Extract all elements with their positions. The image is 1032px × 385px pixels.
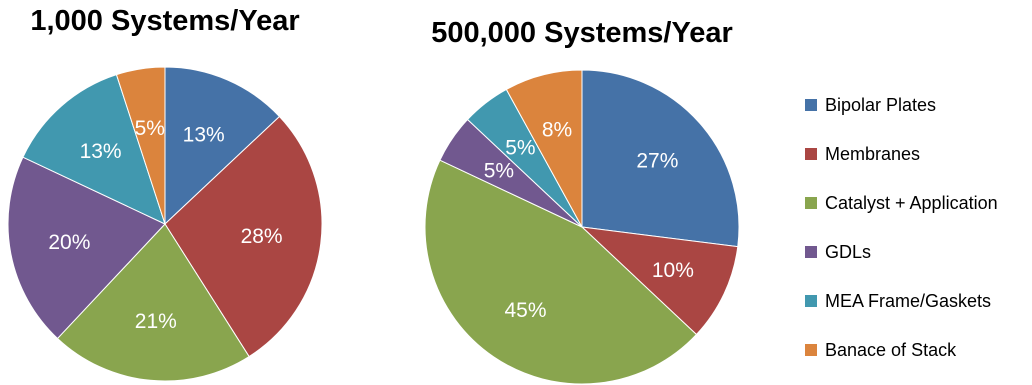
legend-item-mea-frame-gaskets: MEA Frame/Gaskets [805,291,991,311]
slice-label-gdls: 20% [48,231,90,254]
legend-item-membranes: Membranes [805,144,920,164]
chart-legend: Bipolar Plates Membranes Catalyst + Applic… [805,95,998,360]
legend-label-mea-frame-gaskets: MEA Frame/Gaskets [825,291,991,311]
chart-title-500000-systems: 500,000 Systems/Year [431,17,733,49]
pie-slice-banace-of-stack [115,66,166,225]
slice-label-membranes: 10% [652,259,694,282]
slice-label-catalyst-application: 21% [135,310,177,333]
slice-label-membranes: 28% [241,225,283,248]
slice-label-catalyst-application: 45% [504,299,546,322]
pie-slice-membranes [164,115,323,358]
pie-chart-1000-systems: 1,000 Systems/Year 13% 28% 21% 20% 13% 5% [7,5,323,382]
slice-label-mea-frame-gaskets: 13% [80,140,122,163]
pie-slice-catalyst-application [424,159,698,385]
legend-item-gdls: GDLs [805,242,871,262]
slice-label-banace-of-stack: 5% [135,117,165,140]
legend-item-catalyst-application: Catalyst + Application [805,193,998,213]
pie-slices-1000-systems: 13% 28% 21% 20% 13% 5% [7,66,323,382]
pie-slice-bipolar-plates [164,66,281,226]
legend-label-gdls: GDLs [825,242,871,262]
legend-item-banace-of-stack: Banace of Stack [805,340,957,360]
legend-label-catalyst-application: Catalyst + Application [825,193,998,213]
legend-swatch-catalyst-application [805,197,817,209]
legend-swatch-gdls [805,246,817,258]
slice-label-banace-of-stack: 8% [542,119,572,142]
slice-label-bipolar-plates: 27% [636,150,678,173]
pie-slice-gdls [7,156,166,340]
legend-label-bipolar-plates: Bipolar Plates [825,95,936,115]
pie-slice-catalyst-application [56,223,250,382]
pie-slice-mea-frame-gaskets [22,74,166,225]
chart-title-1000-systems: 1,000 Systems/Year [30,5,299,37]
slice-label-mea-frame-gaskets: 5% [505,137,535,160]
legend-item-bipolar-plates: Bipolar Plates [805,95,936,115]
slice-label-bipolar-plates: 13% [183,124,225,147]
legend-swatch-banace-of-stack [805,344,817,356]
pie-chart-500000-systems: 500,000 Systems/Year 27% 10% 45% 5%5% 8% [424,17,740,385]
pie-slices-500000-systems: 27% 10% 45% 5%5% 8% [424,69,740,385]
legend-label-membranes: Membranes [825,144,920,164]
pie-slice-banace-of-stack [505,69,583,228]
slice-label-gdls: 5% [484,160,514,183]
pie-slice-bipolar-plates [581,69,740,248]
legend-swatch-bipolar-plates [805,99,817,111]
pie-slice-membranes [580,226,739,336]
legend-swatch-membranes [805,148,817,160]
legend-label-banace-of-stack: Banace of Stack [825,340,957,360]
legend-swatch-mea-frame-gaskets [805,295,817,307]
